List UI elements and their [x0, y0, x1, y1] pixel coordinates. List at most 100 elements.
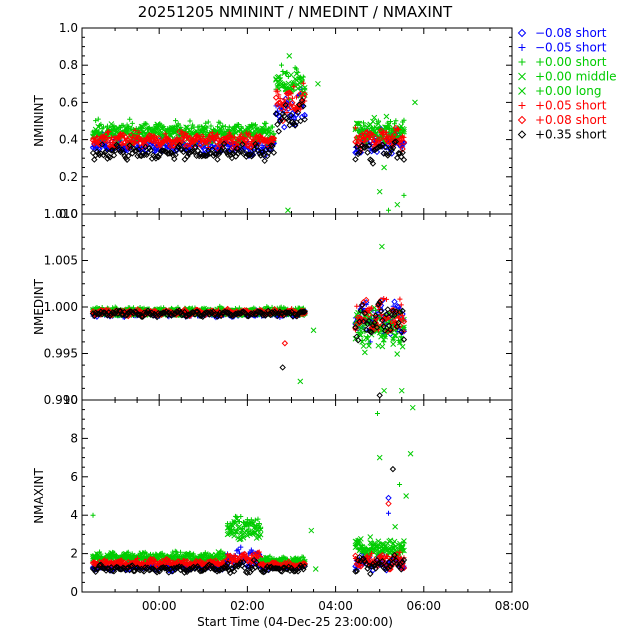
- data-point: [106, 154, 114, 161]
- data-point: [93, 565, 101, 573]
- data-point: [269, 142, 276, 150]
- data-point: [127, 131, 135, 139]
- data-point: [375, 120, 382, 127]
- data-point: [399, 149, 406, 156]
- data-point: [400, 156, 408, 163]
- data-point: [143, 135, 150, 142]
- data-point: [373, 324, 381, 331]
- data-point: [385, 150, 393, 158]
- data-point: [162, 131, 168, 137]
- data-point: [153, 569, 161, 576]
- data-point: [249, 151, 257, 159]
- data-point: [367, 539, 374, 546]
- data-point: [101, 149, 109, 156]
- data-point: [287, 104, 295, 111]
- data-point: [219, 566, 226, 573]
- data-point: [144, 307, 152, 314]
- data-point: [160, 138, 167, 145]
- data-point: [214, 156, 221, 163]
- data-point: [252, 564, 259, 571]
- data-point: [372, 312, 379, 319]
- data-point: [96, 151, 103, 159]
- data-point: [301, 563, 308, 570]
- data-point-outlier: [379, 243, 385, 250]
- data-point: [264, 131, 271, 138]
- data-point: [231, 127, 238, 133]
- data-point: [399, 145, 406, 153]
- data-point: [384, 152, 391, 159]
- data-point: [397, 339, 403, 346]
- data-point: [298, 96, 306, 104]
- data-point: [294, 66, 300, 72]
- data-point: [138, 130, 145, 136]
- data-point: [301, 91, 308, 98]
- data-point: [244, 151, 251, 158]
- data-point: [189, 561, 196, 568]
- data-point: [391, 311, 398, 319]
- y-tick-label: 0.6: [59, 95, 78, 109]
- data-point-outlier: [386, 207, 392, 213]
- data-point: [385, 137, 393, 145]
- data-point: [264, 307, 272, 314]
- y-tick-label: 0: [70, 585, 78, 599]
- panels: 0.00.20.40.60.81.0NMININT0.9900.9951.000…: [32, 21, 513, 599]
- data-point: [401, 328, 407, 334]
- data-point: [398, 135, 405, 142]
- data-point: [377, 127, 385, 134]
- y-tick-label: 8: [70, 431, 78, 445]
- data-point-outlier: [376, 392, 383, 399]
- data-point: [253, 133, 261, 141]
- data-point: [363, 143, 370, 150]
- data-point: [217, 125, 223, 132]
- data-point: [178, 549, 184, 555]
- data-point: [269, 135, 276, 142]
- data-point: [237, 553, 244, 560]
- data-point: [286, 122, 293, 129]
- data-point: [102, 558, 110, 565]
- data-point: [363, 129, 370, 136]
- data-point: [130, 145, 137, 153]
- data-point: [224, 564, 231, 572]
- data-point: [180, 131, 187, 138]
- data-point: [379, 343, 386, 350]
- data-point: [211, 150, 219, 158]
- data-point: [353, 143, 360, 151]
- data-point: [379, 317, 386, 324]
- data-point: [392, 308, 400, 315]
- data-point: [130, 310, 137, 317]
- data-point: [354, 150, 362, 158]
- data-point: [277, 567, 284, 575]
- data-point: [195, 137, 203, 145]
- data-point: [205, 119, 211, 125]
- y-axis-label: NMAXINT: [32, 468, 46, 524]
- data-point: [276, 99, 284, 106]
- data-point: [392, 138, 400, 145]
- data-point: [260, 568, 267, 576]
- data-point: [135, 146, 143, 153]
- data-point: [366, 342, 372, 349]
- data-point: [95, 123, 102, 130]
- data-point: [104, 138, 111, 145]
- data-point: [169, 142, 177, 149]
- data-point: [148, 558, 156, 565]
- data-point: [375, 301, 382, 308]
- data-point: [248, 123, 255, 130]
- data-point: [362, 349, 368, 356]
- data-point: [246, 130, 252, 136]
- y-tick-label: 0.4: [59, 133, 78, 147]
- data-point-outlier: [381, 387, 387, 394]
- data-point-outlier: [286, 53, 293, 59]
- data-point: [205, 144, 211, 150]
- data-point: [224, 525, 231, 531]
- data-point: [95, 116, 101, 122]
- y-tick-label: 2: [70, 547, 78, 561]
- data-point: [272, 110, 280, 117]
- data-point: [359, 125, 366, 131]
- data-point: [225, 309, 233, 317]
- data-point: [230, 311, 238, 319]
- data-point: [364, 307, 371, 314]
- data-point: [392, 121, 398, 127]
- data-point: [363, 296, 370, 304]
- data-point: [274, 121, 281, 128]
